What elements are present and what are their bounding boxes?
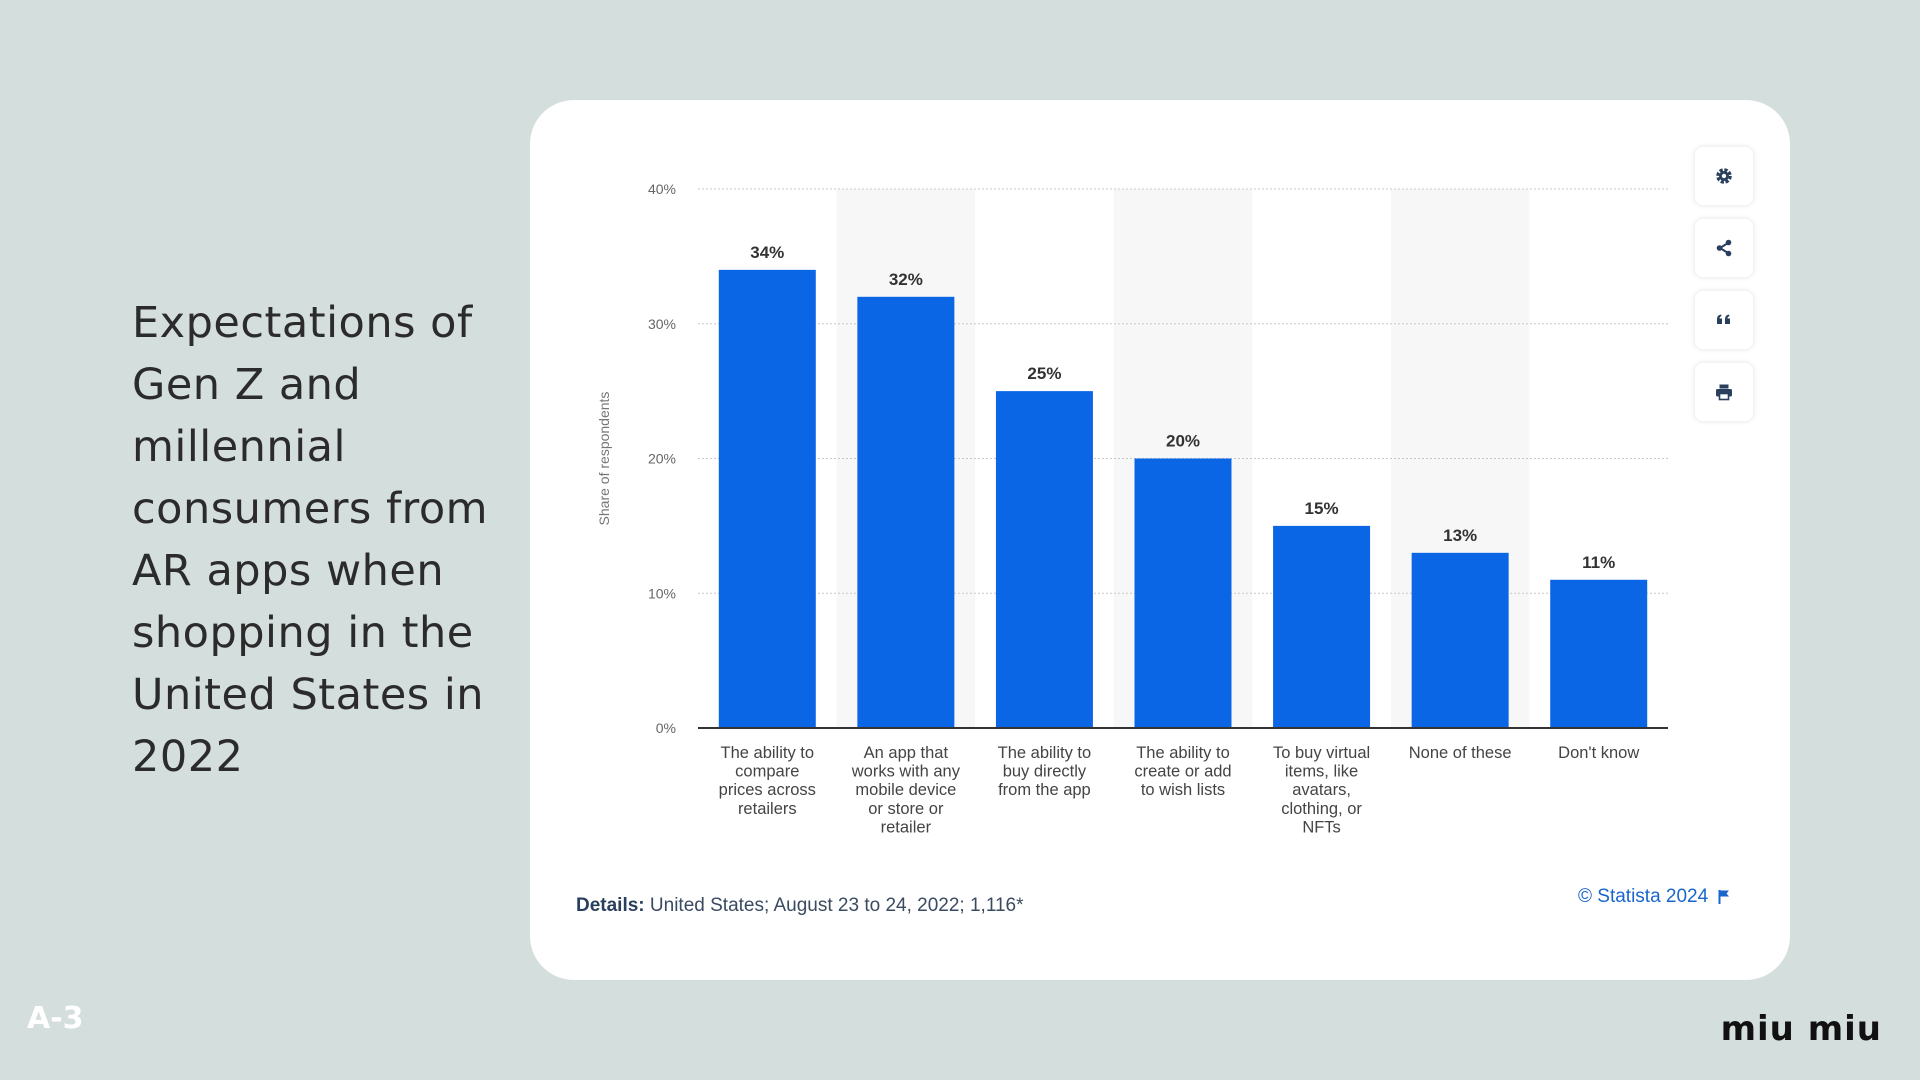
share-button[interactable] xyxy=(1695,219,1753,277)
category-label: None of these xyxy=(1409,744,1512,762)
y-tick-label: 30% xyxy=(648,316,676,332)
details-label: Details: xyxy=(576,895,645,916)
category-label: An app that works with any mobile device or… xyxy=(851,744,961,836)
data-label: 25% xyxy=(1027,364,1061,383)
details-text: United States; August 23 to 24, 2022; 1,… xyxy=(649,895,1024,916)
data-label: 32% xyxy=(889,270,923,289)
data-label: 13% xyxy=(1443,526,1477,545)
bar xyxy=(1273,525,1371,728)
category-label: The ability to buy directly from the app xyxy=(998,744,1092,799)
data-label: 34% xyxy=(750,243,784,262)
gear-icon xyxy=(1716,168,1732,184)
bar xyxy=(857,296,955,728)
data-label: 11% xyxy=(1582,553,1615,572)
print-icon xyxy=(1716,384,1732,401)
bar xyxy=(1550,579,1648,728)
data-label: 20% xyxy=(1166,432,1200,451)
category-label: The ability to compare prices across retail… xyxy=(719,744,816,818)
brand-logo: miu miu xyxy=(1720,1009,1882,1049)
y-tick-label: 0% xyxy=(656,720,676,736)
y-tick-label: 20% xyxy=(648,451,676,467)
print-button[interactable] xyxy=(1695,363,1753,421)
bar xyxy=(718,269,816,728)
category-label: To buy virtual items, like avatars, clothin… xyxy=(1273,744,1370,836)
bar-chart: 0% 10% 20% 30% 40% Share of respondents 34% The… xyxy=(596,181,1668,836)
data-label: 15% xyxy=(1305,499,1339,518)
y-tick-label: 40% xyxy=(648,181,676,197)
bar xyxy=(995,391,1093,728)
bar xyxy=(1134,458,1232,728)
quote-icon xyxy=(1717,314,1730,324)
slide-number: A-3 xyxy=(27,1001,84,1036)
flag-icon[interactable] xyxy=(1718,889,1730,905)
category-label: Don't know xyxy=(1558,744,1639,762)
chart-card: 0% 10% 20% 30% 40% Share of respondents 34% The… xyxy=(530,100,1790,980)
share-icon xyxy=(1716,239,1732,257)
settings-button[interactable] xyxy=(1695,147,1753,205)
category-label: The ability to create or add to wish lists xyxy=(1134,744,1231,799)
chart-details: Details: United States; August 23 to 24,… xyxy=(576,895,1024,917)
y-axis-title: Share of respondents xyxy=(596,392,612,526)
slide-title: Expectations of Gen Z and millennial con… xyxy=(132,298,489,782)
cite-button[interactable] xyxy=(1695,291,1753,349)
statista-credit[interactable]: © Statista 2024 xyxy=(1578,886,1730,908)
y-tick-label: 10% xyxy=(648,585,676,601)
credit-text[interactable]: © Statista 2024 xyxy=(1578,886,1709,907)
bar xyxy=(1411,552,1509,728)
